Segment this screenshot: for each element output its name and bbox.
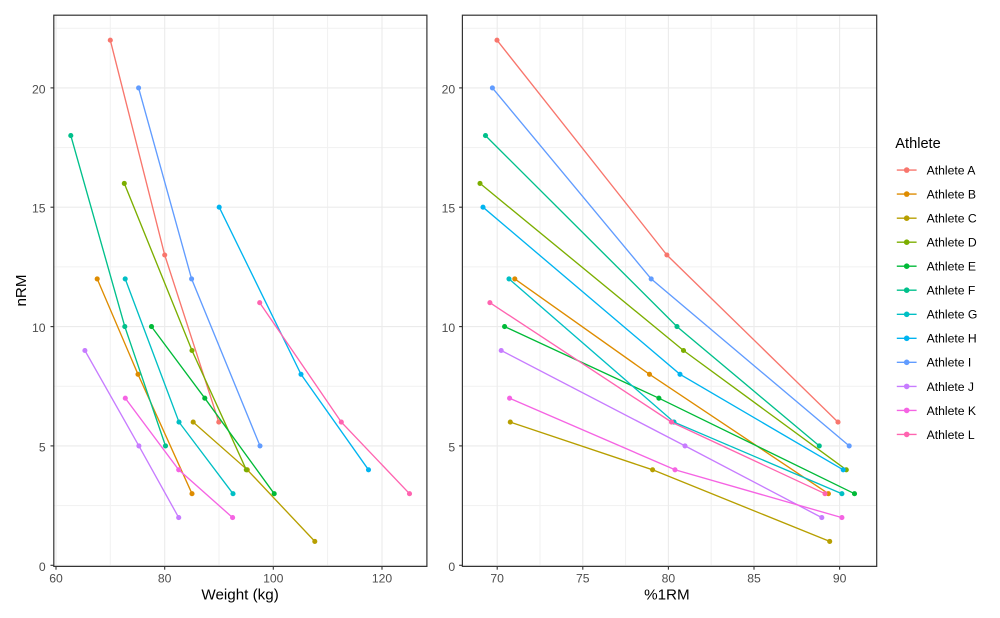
svg-text:Weight (kg): Weight (kg) (201, 587, 278, 604)
svg-text:Athlete D: Athlete D (927, 236, 977, 250)
svg-text:15: 15 (32, 202, 46, 216)
svg-text:Athlete A: Athlete A (927, 164, 977, 178)
svg-text:Athlete L: Athlete L (927, 428, 975, 442)
svg-text:5: 5 (39, 440, 46, 454)
svg-text:15: 15 (442, 202, 456, 216)
svg-text:70: 70 (490, 571, 504, 585)
svg-text:75: 75 (576, 571, 590, 585)
svg-text:Athlete: Athlete (895, 136, 940, 152)
svg-text:%1RM: %1RM (644, 587, 690, 604)
svg-text:Athlete G: Athlete G (927, 308, 978, 322)
svg-text:Athlete F: Athlete F (927, 284, 976, 298)
svg-text:90: 90 (833, 571, 847, 585)
svg-text:60: 60 (49, 571, 63, 585)
svg-text:Athlete K: Athlete K (927, 404, 976, 418)
svg-text:Athlete H: Athlete H (927, 332, 977, 346)
svg-text:Athlete C: Athlete C (927, 212, 977, 226)
svg-text:20: 20 (32, 82, 46, 96)
svg-text:20: 20 (442, 82, 456, 96)
svg-text:nRM: nRM (13, 274, 30, 306)
svg-text:5: 5 (448, 440, 455, 454)
svg-text:Athlete I: Athlete I (927, 356, 972, 370)
svg-text:Athlete J: Athlete J (927, 380, 974, 394)
svg-text:10: 10 (32, 321, 46, 335)
svg-text:Athlete E: Athlete E (927, 260, 976, 274)
svg-text:Athlete B: Athlete B (927, 188, 976, 202)
svg-text:85: 85 (747, 571, 761, 585)
svg-text:100: 100 (263, 571, 284, 585)
svg-text:80: 80 (158, 571, 172, 585)
svg-text:0: 0 (39, 560, 46, 574)
svg-text:10: 10 (442, 321, 456, 335)
svg-text:120: 120 (372, 571, 393, 585)
svg-text:80: 80 (662, 571, 676, 585)
svg-text:0: 0 (448, 560, 455, 574)
